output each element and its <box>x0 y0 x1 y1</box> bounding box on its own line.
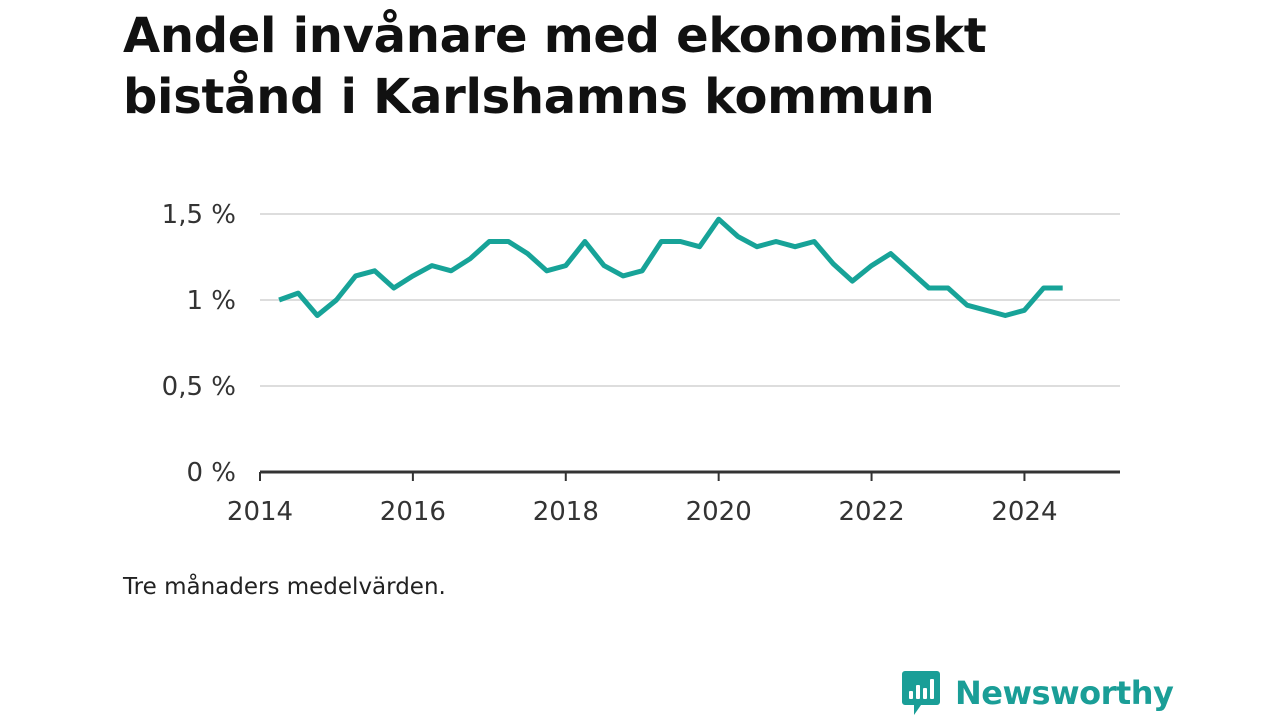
y-axis-tick-labels: 0 % 0,5 % 1 % 1,5 % <box>162 200 236 488</box>
x-tick-label: 2014 <box>227 497 293 527</box>
chart-note: Tre månaders medelvärden. <box>123 574 446 600</box>
x-axis-tick-labels: 2014 2016 2018 2020 2022 2024 <box>227 497 1058 527</box>
y-tick-label: 1,5 % <box>162 200 236 230</box>
y-tick-label: 0,5 % <box>162 372 236 402</box>
x-tick-label: 2016 <box>380 497 446 527</box>
data-points <box>277 217 1066 318</box>
y-tick-label: 1 % <box>186 286 236 316</box>
chart-title: Andel invånare med ekonomiskt bistånd i … <box>123 8 987 125</box>
x-tick-label: 2020 <box>686 497 752 527</box>
x-axis-ticks <box>259 472 1026 481</box>
line-chart: 0 % 0,5 % 1 % 1,5 % 2014 2016 2018 2020 2022 202… <box>162 200 1120 527</box>
brand: Newsworthy <box>901 668 1174 718</box>
bar-chart-speech-bubble-icon <box>902 671 940 715</box>
x-tick-label: 2018 <box>533 497 599 527</box>
series-line <box>278 216 1063 318</box>
gridlines <box>260 213 1120 387</box>
y-tick-label: 0 % <box>186 458 236 488</box>
brand-name: Newsworthy <box>955 674 1174 712</box>
x-tick-label: 2022 <box>838 497 904 527</box>
x-tick-label: 2024 <box>991 497 1057 527</box>
